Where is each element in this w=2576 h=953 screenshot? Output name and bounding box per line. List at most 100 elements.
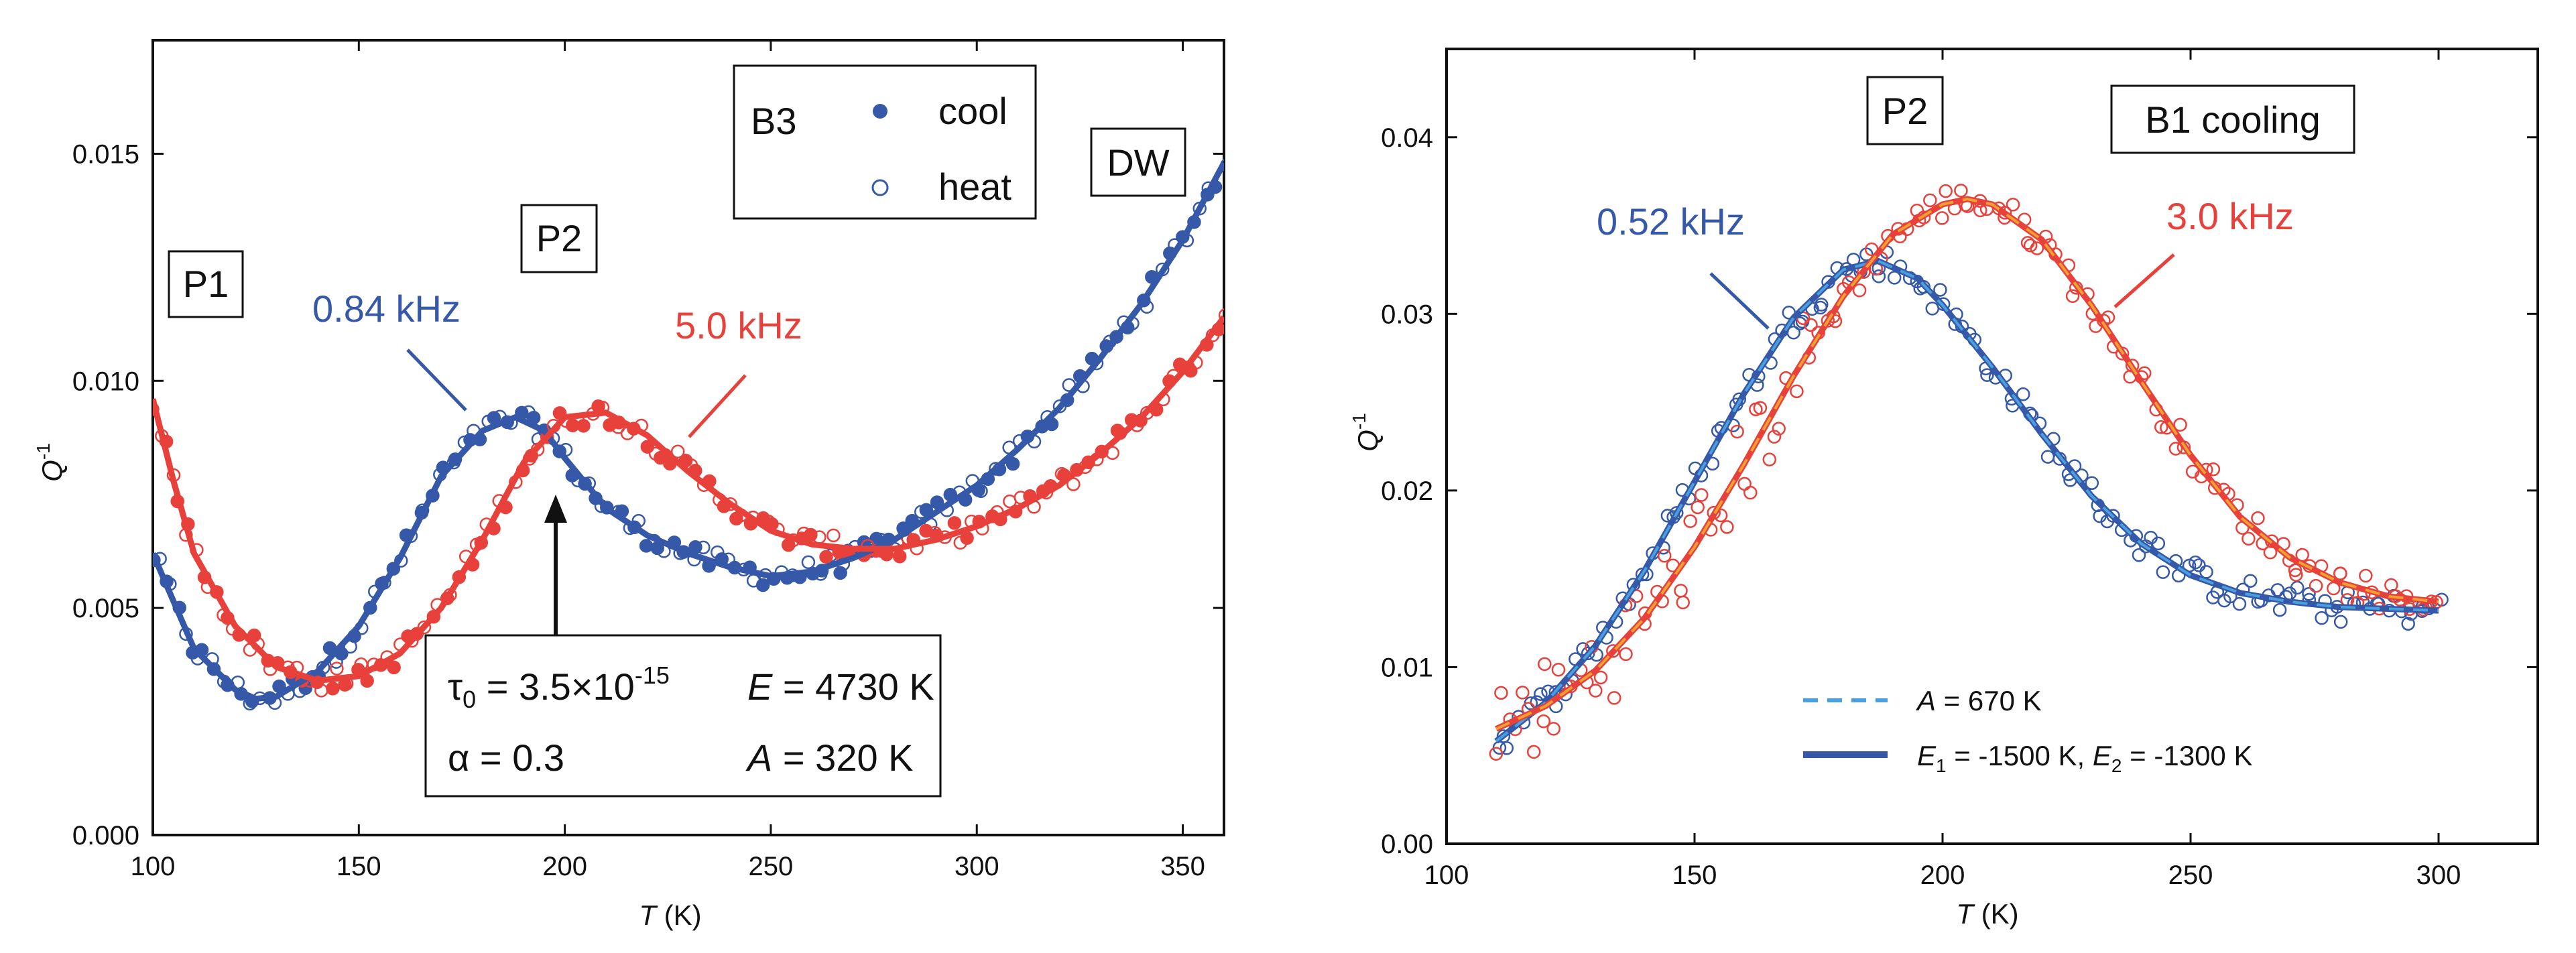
right-data-point bbox=[2243, 574, 2258, 588]
right-plot-area bbox=[1489, 184, 2449, 761]
right-data-point bbox=[2315, 611, 2329, 625]
left-freq-red: 5.0 kHz bbox=[675, 304, 802, 346]
left-data-point bbox=[696, 540, 711, 555]
right-x-tick-label: 100 bbox=[1424, 861, 1469, 890]
right-data-point bbox=[1534, 687, 1548, 701]
p1-box bbox=[168, 250, 244, 318]
left-x-tick-label: 250 bbox=[749, 852, 794, 881]
left-data-point bbox=[1105, 446, 1119, 460]
right-data-point bbox=[1935, 211, 1949, 225]
right-data-point bbox=[2106, 509, 2120, 523]
right-data-point bbox=[1516, 686, 1530, 700]
left-data-point bbox=[826, 528, 841, 543]
right-data-point bbox=[1694, 488, 1709, 502]
param-alpha: α = 0.3 bbox=[448, 737, 564, 779]
sample-box bbox=[2110, 84, 2355, 154]
right-data-point bbox=[2156, 565, 2170, 579]
left-data-point bbox=[330, 661, 344, 676]
param-energy: E = 4730 K bbox=[747, 665, 934, 708]
left-y-tick-label: 0.015 bbox=[72, 139, 139, 169]
right-data-point bbox=[2272, 602, 2287, 617]
left-data-point bbox=[387, 660, 401, 675]
right-data-point bbox=[1607, 691, 1621, 705]
right-data-point bbox=[1683, 514, 1697, 528]
right-y-tick-label: 0.00 bbox=[1381, 830, 1433, 859]
legend-e-label: E1 = -1500 K, E2 = -1300 K bbox=[1917, 740, 2252, 776]
right-p2-box bbox=[1866, 76, 1944, 145]
right-data-point bbox=[1753, 401, 1768, 415]
right-data-point bbox=[2168, 442, 2183, 456]
right-y-axis-label: Q-1 bbox=[1349, 413, 1384, 452]
right-data-point bbox=[2173, 418, 2187, 432]
left-y-tick-label: 0.005 bbox=[72, 594, 139, 623]
right-data-point bbox=[1581, 646, 1595, 661]
right-data-point bbox=[1526, 745, 1541, 759]
left-data-point bbox=[1089, 356, 1104, 371]
param-tau0: τ0 = 3.5×10-15 bbox=[448, 661, 670, 713]
right-x-tick-label: 300 bbox=[2416, 861, 2461, 890]
right-chart: 100 150 200 250 300 0.00 0.01 0.02 0.03 0.04 T (K… bbox=[1349, 48, 2539, 930]
right-y-tick-label: 0.04 bbox=[1381, 123, 1433, 153]
right-data-point bbox=[1676, 595, 1690, 610]
right-data-point bbox=[1790, 384, 1804, 399]
left-data-point bbox=[804, 527, 818, 542]
left-y-tick-label: 0.000 bbox=[72, 821, 139, 850]
right-data-point bbox=[2085, 476, 2099, 490]
left-data-point bbox=[670, 444, 685, 459]
left-x-tick-label: 150 bbox=[336, 852, 381, 881]
legend-cool-label: cool bbox=[938, 90, 1007, 132]
right-data-point bbox=[2030, 241, 2044, 255]
right-data-point bbox=[2065, 289, 2080, 303]
left-data-point bbox=[1066, 477, 1081, 491]
left-chart: 100 150 200 250 300 350 0.000 0.005 0.010 0.015 T… bbox=[33, 39, 1225, 931]
right-dashed-fit-line bbox=[1495, 197, 2439, 730]
right-x-axis-label: T (K) bbox=[1956, 898, 2018, 930]
right-data-point bbox=[1619, 647, 1633, 661]
legend-cool-marker bbox=[873, 104, 887, 119]
left-x-tick-label: 100 bbox=[131, 852, 176, 881]
right-data-point bbox=[1933, 283, 1947, 297]
right-y-tick-label: 0.01 bbox=[1381, 653, 1433, 682]
right-data-point bbox=[2242, 531, 2256, 546]
left-y-axis-label: Q-1 bbox=[33, 443, 68, 482]
right-data-point bbox=[2302, 586, 2316, 601]
right-data-point bbox=[1489, 747, 1504, 761]
right-data-point bbox=[2006, 198, 2020, 212]
right-data-point bbox=[2289, 568, 2303, 582]
peak-arrow-head bbox=[544, 495, 567, 523]
right-data-point bbox=[1546, 722, 1560, 736]
right-data-point bbox=[2270, 583, 2285, 597]
left-plot-frame bbox=[151, 39, 1225, 836]
left-x-tick-label: 300 bbox=[955, 852, 999, 881]
left-freq-red-pointer bbox=[688, 374, 747, 438]
left-data-point bbox=[723, 497, 737, 511]
right-data-point bbox=[1593, 670, 1608, 685]
right-data-point bbox=[2154, 420, 2168, 434]
right-data-point bbox=[1939, 184, 1953, 198]
right-data-point bbox=[2359, 568, 2373, 583]
left-data-point bbox=[892, 549, 907, 564]
right-data-point bbox=[1954, 184, 1968, 198]
right-data-point bbox=[2309, 578, 2323, 593]
right-data-point bbox=[1923, 193, 1937, 208]
right-y-tick-label: 0.03 bbox=[1381, 300, 1433, 329]
left-data-point bbox=[1218, 308, 1224, 322]
left-fit-line bbox=[153, 315, 1224, 684]
right-data-point bbox=[1786, 325, 1800, 340]
right-data-point bbox=[2020, 236, 2035, 250]
right-data-point bbox=[1674, 584, 1688, 598]
right-data-point bbox=[2401, 617, 2415, 631]
right-data-point bbox=[1536, 714, 1551, 728]
left-x-tick-label: 350 bbox=[1160, 852, 1205, 881]
right-data-point bbox=[1762, 452, 1777, 466]
right-x-tick-label: 200 bbox=[1920, 861, 1965, 890]
legend-heat-label: heat bbox=[938, 166, 1011, 208]
right-data-point bbox=[1767, 430, 1782, 444]
right-data-point bbox=[2251, 511, 2265, 525]
right-data-point bbox=[1538, 657, 1552, 672]
right-freq-red: 3.0 kHz bbox=[2166, 195, 2294, 237]
sample-label: B1 cooling bbox=[2145, 99, 2321, 141]
right-data-point bbox=[2016, 387, 2030, 401]
right-data-point bbox=[1635, 567, 1650, 582]
left-data-point bbox=[755, 578, 770, 592]
